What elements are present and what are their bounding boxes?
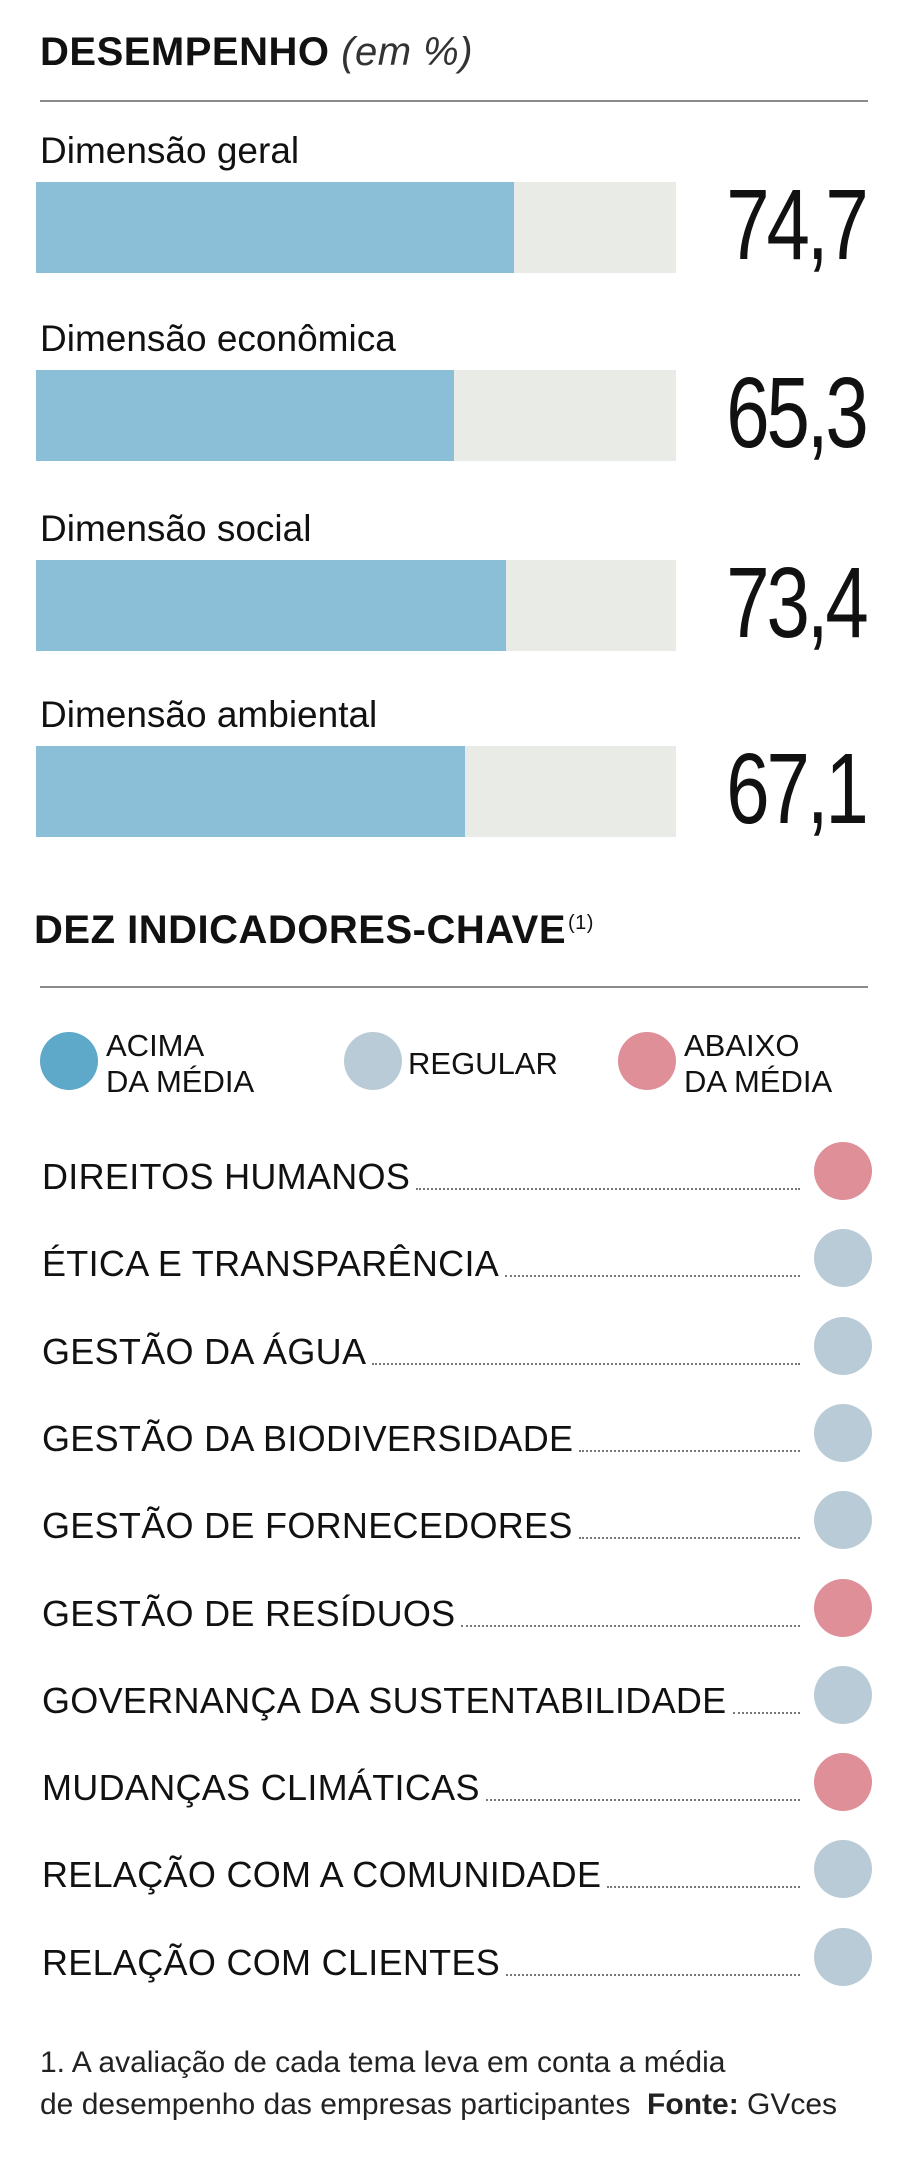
performance-row: Dimensão geral 74,7 (0, 130, 906, 310)
indicator-row: GESTÃO DA ÁGUA (0, 1317, 906, 1379)
performance-unit: (em %) (341, 30, 474, 74)
legend-below-line2: DA MÉDIA (684, 1064, 833, 1099)
performance-row: Dimensão econômica 65,3 (0, 318, 906, 498)
bar (36, 560, 506, 651)
status-dot-regular (814, 1491, 872, 1549)
bar-value-label: 74,7 (726, 169, 869, 281)
indicator-label: DIREITOS HUMANOS (42, 1156, 417, 1198)
indicator-label: GESTÃO DE RESÍDUOS (42, 1593, 462, 1635)
indicator-row: DIREITOS HUMANOS (0, 1142, 906, 1204)
dotted-leader (607, 1886, 800, 1888)
indicator-row: GESTÃO DA BIODIVERSIDADE (0, 1404, 906, 1466)
performance-divider (40, 100, 868, 102)
legend-label-above: ACIMA DA MÉDIA (106, 1028, 286, 1100)
legend-dot-regular (344, 1032, 402, 1090)
performance-title-text: DESEMPENHO (40, 30, 330, 74)
bar-value-label: 73,4 (726, 547, 869, 659)
indicator-row: GESTÃO DE FORNECEDORES (0, 1491, 906, 1553)
indicator-row: ÉTICA E TRANSPARÊNCIA (0, 1229, 906, 1291)
bar (36, 182, 514, 273)
status-dot-below (814, 1579, 872, 1637)
legend-above-line1: ACIMA (106, 1028, 205, 1063)
bar-value-label: 65,3 (726, 357, 869, 469)
status-dot-regular (814, 1317, 872, 1375)
bar-track (36, 746, 676, 837)
dotted-leader (505, 1275, 800, 1277)
bar (36, 746, 465, 837)
indicator-label: ÉTICA E TRANSPARÊNCIA (42, 1243, 506, 1285)
indicator-row: MUDANÇAS CLIMÁTICAS (0, 1753, 906, 1815)
legend-label-below: ABAIXO DA MÉDIA (684, 1028, 864, 1100)
indicator-row: RELAÇÃO COM A COMUNIDADE (0, 1840, 906, 1902)
indicator-label: GESTÃO DE FORNECEDORES (42, 1505, 579, 1547)
dotted-leader (579, 1450, 800, 1452)
legend-regular-line1: REGULAR (408, 1046, 558, 1081)
footnote-line2-text: de desempenho das empresas participantes (40, 2088, 631, 2121)
bar-category-label: Dimensão ambiental (40, 694, 378, 735)
legend-below-line1: ABAIXO (684, 1028, 800, 1063)
indicator-row: GESTÃO DE RESÍDUOS (0, 1579, 906, 1641)
status-dot-regular (814, 1928, 872, 1986)
dotted-leader (733, 1712, 800, 1714)
legend-dot-below (618, 1032, 676, 1090)
status-dot-regular (814, 1229, 872, 1287)
bar-track (36, 370, 676, 461)
footnote-line1: 1. A avaliação de cada tema leva em cont… (40, 2046, 726, 2079)
indicator-row: GOVERNANÇA DA SUSTENTABILIDADE (0, 1666, 906, 1728)
bar (36, 370, 454, 461)
dotted-leader (461, 1625, 800, 1627)
indicator-label: RELAÇÃO COM A COMUNIDADE (42, 1854, 608, 1896)
dotted-leader (506, 1974, 800, 1976)
dotted-leader (579, 1537, 800, 1539)
status-legend: ACIMA DA MÉDIA REGULAR ABAIXO DA MÉDIA (0, 1026, 906, 1116)
indicator-label: RELAÇÃO COM CLIENTES (42, 1942, 507, 1984)
status-dot-regular (814, 1666, 872, 1724)
dotted-leader (372, 1363, 800, 1365)
indicator-label: GESTÃO DA BIODIVERSIDADE (42, 1418, 580, 1460)
bar-value-label: 67,1 (726, 733, 869, 845)
indicator-label: GESTÃO DA ÁGUA (42, 1331, 373, 1373)
status-dot-regular (814, 1404, 872, 1462)
indicators-footnote-mark: (1) (568, 911, 594, 934)
footnote: 1. A avaliação de cada tema leva em cont… (40, 2042, 837, 2126)
indicators-title: DEZ INDICADORES-CHAVE (1) (34, 908, 594, 953)
bar-track (36, 560, 676, 651)
legend-label-regular: REGULAR (408, 1046, 588, 1082)
footnote-line2: de desempenho das empresas participantes… (40, 2084, 837, 2126)
dotted-leader (416, 1188, 800, 1190)
performance-row: Dimensão social 73,4 (0, 508, 906, 688)
indicator-label: MUDANÇAS CLIMÁTICAS (42, 1767, 486, 1809)
performance-row: Dimensão ambiental 67,1 (0, 694, 906, 874)
source-label: Fonte: (647, 2088, 739, 2121)
indicator-label: GOVERNANÇA DA SUSTENTABILIDADE (42, 1680, 733, 1722)
legend-dot-above (40, 1032, 98, 1090)
status-dot-below (814, 1753, 872, 1811)
indicator-row: RELAÇÃO COM CLIENTES (0, 1928, 906, 1990)
status-dot-regular (814, 1840, 872, 1898)
bar-category-label: Dimensão social (40, 508, 312, 549)
indicators-title-text: DEZ INDICADORES-CHAVE (34, 908, 567, 952)
bar-category-label: Dimensão econômica (40, 318, 396, 359)
dotted-leader (486, 1799, 800, 1801)
performance-title: DESEMPENHO (em %) (40, 30, 473, 75)
bar-track (36, 182, 676, 273)
source-value: GVces (747, 2088, 838, 2121)
legend-above-line2: DA MÉDIA (106, 1064, 255, 1099)
status-dot-below (814, 1142, 872, 1200)
bar-category-label: Dimensão geral (40, 130, 300, 171)
indicators-divider (40, 986, 868, 988)
